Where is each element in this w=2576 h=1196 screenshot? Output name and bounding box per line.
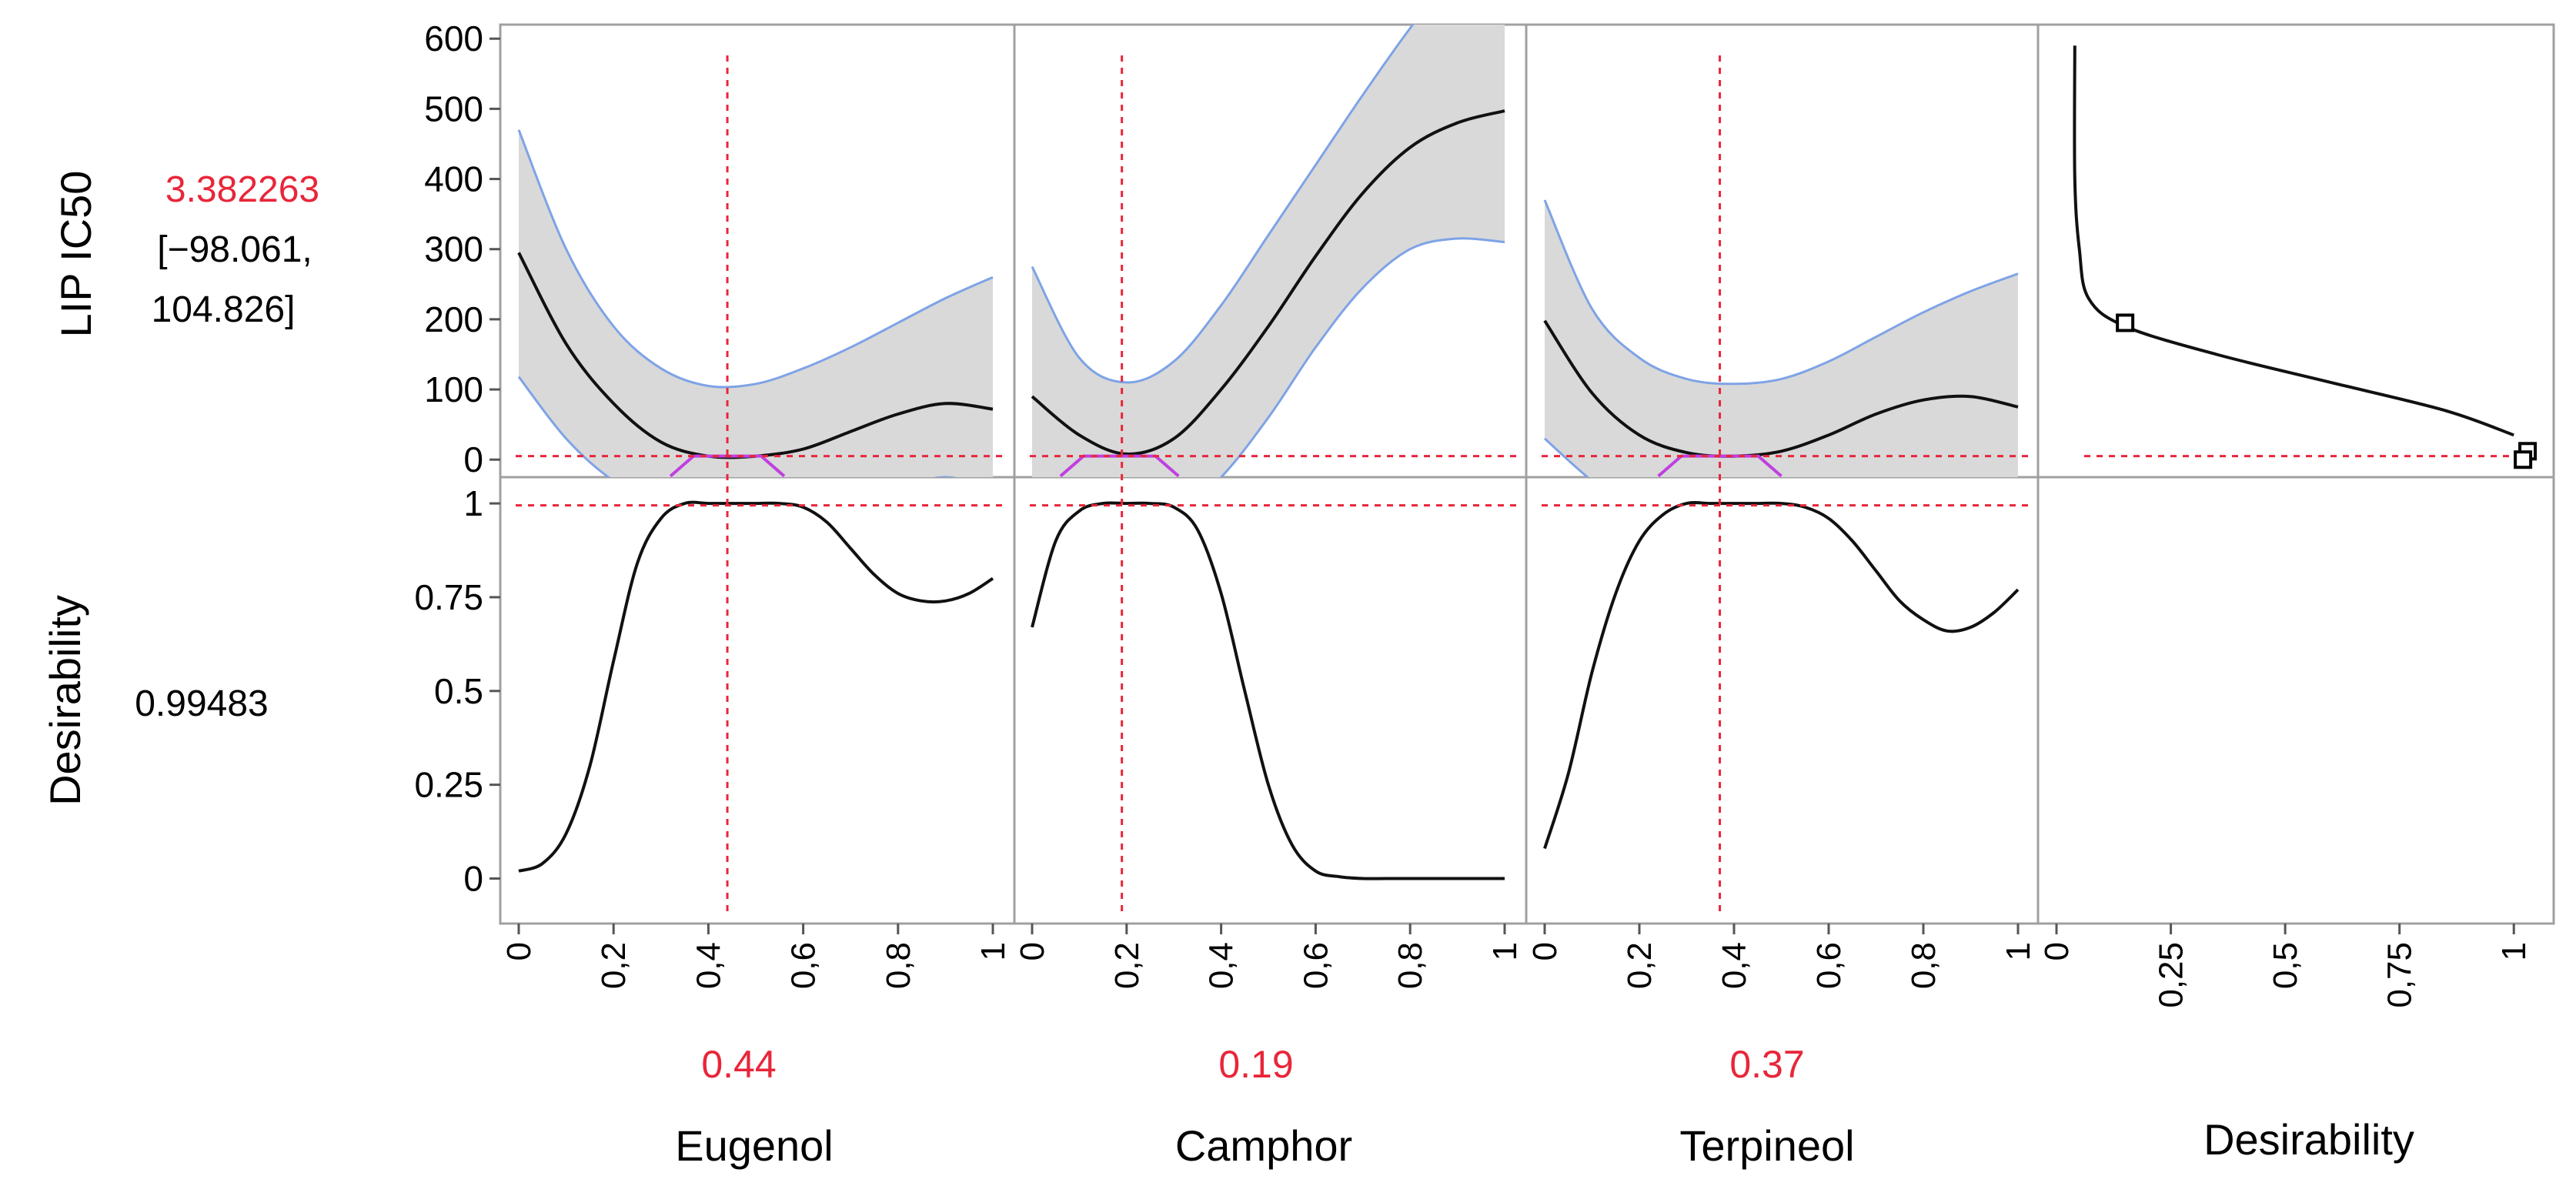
y-tick-label-desirability: 0.25 [414,765,483,805]
response-predicted-value: 3.382263 [165,169,319,210]
ic50-panel-eugenol [516,129,1005,477]
desirability-handle [2116,313,2135,332]
x-tick-label: 1 [974,942,1012,960]
ic50-panel-camphor [1030,25,1517,477]
ic50-panel-terpineol [1542,199,2029,477]
x-tick-label: 0 [500,942,538,960]
desirability-curve [1543,501,2020,850]
factor-current-eugenol[interactable]: 0.44 [701,1043,776,1086]
response-ci-upper: 104.826] [152,289,296,330]
prediction-curve [1543,319,2019,458]
x-tick-label: 0,2 [1108,942,1146,989]
confidence-band [1545,199,2018,477]
confidence-band [519,129,993,477]
desirability-panel-terpineol [1542,501,2029,850]
x-tick-label-desirability: 0,25 [2153,942,2190,1008]
labels-layer: LIP IC50 3.382263 [−98.061, 104.826] Des… [41,169,2414,1170]
panel-frame-top-3 [2036,23,2555,479]
desirability-curve [1031,501,1505,880]
y-tick-label-ic50: 400 [424,159,483,199]
panel-frame-bottom-2 [1525,476,2040,925]
x-tick-label-desirability: 0,75 [2381,942,2419,1008]
x-tick-label: 0,6 [1297,942,1335,989]
upper-ci-line [1543,199,2019,386]
x-tick-label: 0 [1014,942,1051,960]
factor-current-camphor[interactable]: 0.19 [1218,1043,1293,1086]
factor-name-camphor: Camphor [1175,1121,1352,1170]
x-tick-label: 0,8 [1905,942,1943,989]
y-tick-label-ic50: 0 [463,439,483,479]
desirability-function-panel [2073,45,2538,469]
desirability-curve [518,500,994,873]
x-tick-label: 0,6 [785,942,823,989]
desirability-panel-eugenol [516,500,1005,873]
x-tick-label: 0,4 [1203,942,1241,989]
lower-ci-line [1219,237,1505,477]
y-tick-label-ic50: 500 [424,89,483,129]
upper-ci-line [1031,25,1415,384]
desirability-value: 0.99483 [135,683,269,724]
panel-frame-bottom-0 [499,476,1016,925]
y-tick-label-desirability: 0 [463,859,483,899]
y-tick-label-ic50: 100 [424,369,483,409]
x-tick-label-desirability: 0,5 [2267,942,2304,989]
x-tick-label-desirability: 0 [2038,942,2076,960]
factor-name-desirability: Desirability [2203,1115,2414,1164]
desirability-handle [2514,450,2533,469]
x-tick-label: 0 [1526,942,1564,960]
x-tick-label: 0,8 [1392,942,1429,989]
panel-frame-bottom-3 [2036,476,2555,925]
y-tick-label-ic50: 600 [424,18,483,58]
x-tick-label: 0,2 [1621,942,1659,989]
confidence-band [1032,25,1505,477]
x-tick-label: 0,2 [595,942,633,989]
y-tick-label-ic50: 300 [424,229,483,269]
factor-current-terpineol[interactable]: 0.37 [1729,1043,1804,1086]
desirability-function-curve [2073,45,2514,437]
y-tick-label-desirability: 0.75 [414,577,483,617]
x-tick-label: 0,6 [1810,942,1848,989]
factor-name-eugenol: Eugenol [675,1121,834,1170]
x-tick-label: 0,4 [690,942,727,989]
y-tick-label-ic50: 200 [424,299,483,339]
desirability-panel-camphor [1030,501,1517,880]
upper-ci-line [517,129,994,389]
prediction-curve [1031,109,1505,456]
y-tick-label-desirability: 1 [463,483,483,523]
lower-ci-line [517,376,957,477]
factor-name-terpineol: Terpineol [1679,1121,1854,1170]
response-label-lip-ic50: LIP IC50 [52,171,100,338]
x-tick-label: 1 [1486,942,1524,960]
y-tick-label-desirability: 0.5 [434,671,483,711]
desirability-row-label: Desirability [41,595,89,806]
x-tick-label: 0,8 [880,942,917,989]
panel-plots [516,25,2538,914]
x-tick-label-desirability: 1 [2495,942,2533,960]
x-tick-label: 0,4 [1716,942,1753,989]
panel-frame-bottom-1 [1013,476,1528,925]
response-ci-lower: [−98.061, [157,229,312,270]
x-tick-label: 1 [2000,942,2037,960]
